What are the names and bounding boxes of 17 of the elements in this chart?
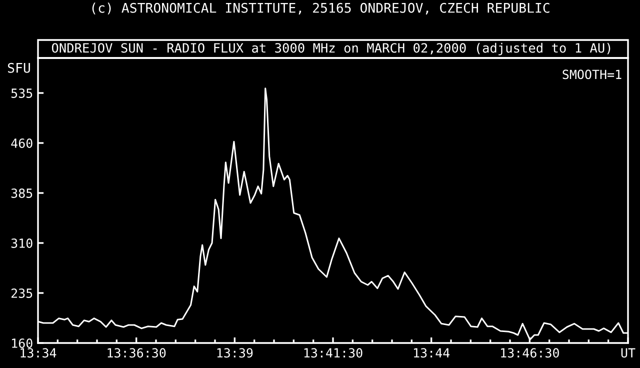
y-tick-label: 460 [11, 138, 32, 148]
y-tick-label: 385 [11, 188, 32, 198]
y-axis-title: SFU [8, 62, 30, 73]
x-tick-label: 13:39 [217, 348, 253, 358]
x-tick-label: 13:46:30 [501, 348, 559, 358]
chart-subtitle: ONDREJOV SUN - RADIO FLUX at 3000 MHz on MARCH 02,2000 (adjusted to 1 AU) [52, 42, 610, 56]
y-tick-label: 535 [11, 88, 32, 98]
x-tick-label: 13:34 [20, 348, 56, 358]
x-tick-label: 13:44 [414, 348, 450, 358]
y-tick-label: 310 [11, 238, 32, 248]
y-tick-label: 235 [11, 288, 32, 298]
chart-title: (c) ASTRONOMICAL INSTITUTE, 25165 ONDREJOV, CZECH REPUBLIC [92, 2, 550, 15]
x-tick-label: UT [621, 348, 636, 358]
y-tick-label: 160 [12, 338, 32, 348]
x-tick-label: 13:41:30 [304, 348, 362, 358]
x-tick-label: 13:36:30 [108, 348, 166, 358]
annotation: SMOOTH=1 [562, 70, 622, 80]
